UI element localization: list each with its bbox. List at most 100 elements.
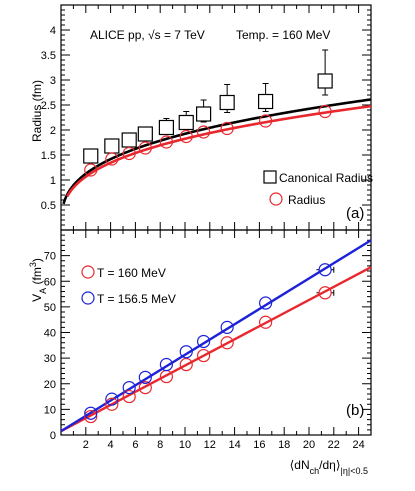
panel-a-fit-curve-0 [62, 98, 372, 205]
y-title-v: V [30, 294, 44, 302]
panel-b-y-tick-label: 0 [50, 430, 56, 442]
circle-marker [84, 406, 98, 420]
volume-point-t160 [84, 409, 98, 424]
panel-b-tag: (b) [346, 402, 364, 419]
legend-label-canonical-radius: Canonical Radius [279, 171, 373, 185]
panel-b-y-ticks [61, 229, 371, 436]
circle-marker [138, 141, 152, 155]
volume-point-t160 [259, 315, 273, 329]
circle-marker [138, 370, 152, 384]
volume-point-t1565 [84, 406, 98, 420]
canonical-radius-point [178, 111, 194, 131]
panel-a-legend: Canonical Radius Radius [263, 170, 373, 207]
circle-marker [197, 125, 211, 139]
circle-marker [259, 315, 273, 329]
legend-label-radius: Radius [288, 193, 325, 207]
panel-a-data-points [83, 49, 333, 177]
square-marker [137, 126, 153, 142]
panel-a-x-ticks [60, 5, 372, 230]
volume-point-t1565 [259, 296, 273, 310]
circle-marker [197, 334, 211, 349]
canonical-radius-point [158, 118, 174, 136]
panel-b-y-tick-label: 20 [44, 379, 56, 391]
square-marker [83, 148, 99, 164]
panel-a-y-tick-label: 0.5 [41, 200, 56, 212]
panel-a-y-tick-label: 2 [50, 125, 56, 137]
panel-a-y-axis-title: Radius (fm) [30, 80, 44, 142]
volume-point-t1565 [138, 370, 152, 384]
panel-b-x-tick-label: 16 [253, 439, 265, 451]
legend-circle-marker-red [269, 192, 283, 206]
canonical-radius-point [83, 148, 99, 164]
canonical-radius-point [137, 126, 153, 142]
circle-marker [105, 397, 119, 411]
circle-marker [318, 104, 332, 119]
radius-point [179, 129, 193, 144]
circle-marker [259, 296, 273, 310]
y-title-subscript: A [38, 288, 48, 294]
radius-point [259, 114, 273, 128]
y-title-unit-open: (fm [30, 267, 44, 288]
circle-marker [220, 121, 234, 136]
panel-a-y-tick-label: 4 [50, 25, 56, 37]
radius-point [159, 135, 173, 149]
volume-point-t160 [220, 336, 234, 350]
radius-point [197, 125, 211, 139]
panel-b-x-axis-title: ⟨dNch/dη⟩|η|<0.5 [290, 458, 368, 476]
panel-b-y-tick-labels: 0 10 20 30 40 50 60 70 [44, 251, 56, 442]
square-marker [258, 93, 274, 110]
circle-marker [318, 286, 332, 300]
legend-square-marker [263, 170, 277, 184]
volume-point-t1565 [316, 263, 335, 277]
radius-point [105, 152, 119, 166]
circle-marker [179, 357, 193, 372]
radius-point [220, 121, 234, 136]
circle-marker [197, 348, 211, 363]
volume-point-t1565 [105, 392, 119, 406]
legend-label-t1565: T = 156.5 MeV [97, 292, 176, 306]
panel-b-y-tick-label: 60 [44, 276, 56, 288]
circle-marker [138, 380, 152, 395]
temperature-annotation: Temp. = 160 MeV [236, 28, 330, 42]
circle-marker [159, 135, 173, 149]
panel-b-x-tick-label: 14 [228, 439, 240, 451]
panel-b-x-tick-label: 4 [108, 439, 114, 451]
square-marker [196, 106, 212, 122]
circle-marker [105, 152, 119, 166]
panel-b-y-tick-label: 40 [44, 328, 56, 340]
volume-point-t1565 [220, 320, 234, 334]
volume-point-t160 [197, 348, 211, 363]
volume-point-t160 [138, 380, 152, 395]
canonical-radius-point [317, 49, 333, 96]
x-title-subscript-eta: |η|<0.5 [341, 466, 368, 476]
panel-b-y-tick-label: 50 [44, 302, 56, 314]
panel-a: 0.5 1 1.5 2 2.5 3 3.5 4 ALICE pp, √s = 7 TeV Te… [30, 4, 373, 231]
circle-marker [220, 336, 234, 350]
volume-point-t1565 [122, 380, 136, 395]
volume-point-t1565 [159, 357, 173, 372]
circle-marker [318, 263, 332, 277]
panel-b-y-tick-label: 30 [44, 353, 56, 365]
panel-a-y-tick-label: 2.5 [41, 100, 56, 112]
legend-label-t160: T = 160 MeV [97, 266, 166, 280]
panel-b-x-tick-labels: 2 4 6 8 10 12 14 16 18 20 22 24 [83, 439, 365, 451]
radius-point [318, 104, 332, 119]
square-marker [317, 73, 333, 89]
canonical-radius-point [196, 99, 212, 123]
circle-marker [122, 380, 136, 395]
panel-b-legend: T = 160 MeV T = 156.5 MeV [81, 265, 176, 306]
square-marker [158, 119, 174, 136]
radius-point [138, 141, 152, 155]
circle-marker [84, 163, 98, 177]
circle-marker [122, 146, 136, 161]
y-title-unit-close: ) [30, 258, 44, 262]
panel-b-y-tick-label: 10 [44, 404, 56, 416]
panel-b-x-ticks [60, 230, 372, 435]
circle-marker [179, 345, 193, 359]
radius-point [122, 146, 136, 161]
panel-b-x-tick-label: 24 [352, 439, 364, 451]
panel-b-data-points [84, 263, 335, 424]
circle-marker [179, 129, 193, 144]
